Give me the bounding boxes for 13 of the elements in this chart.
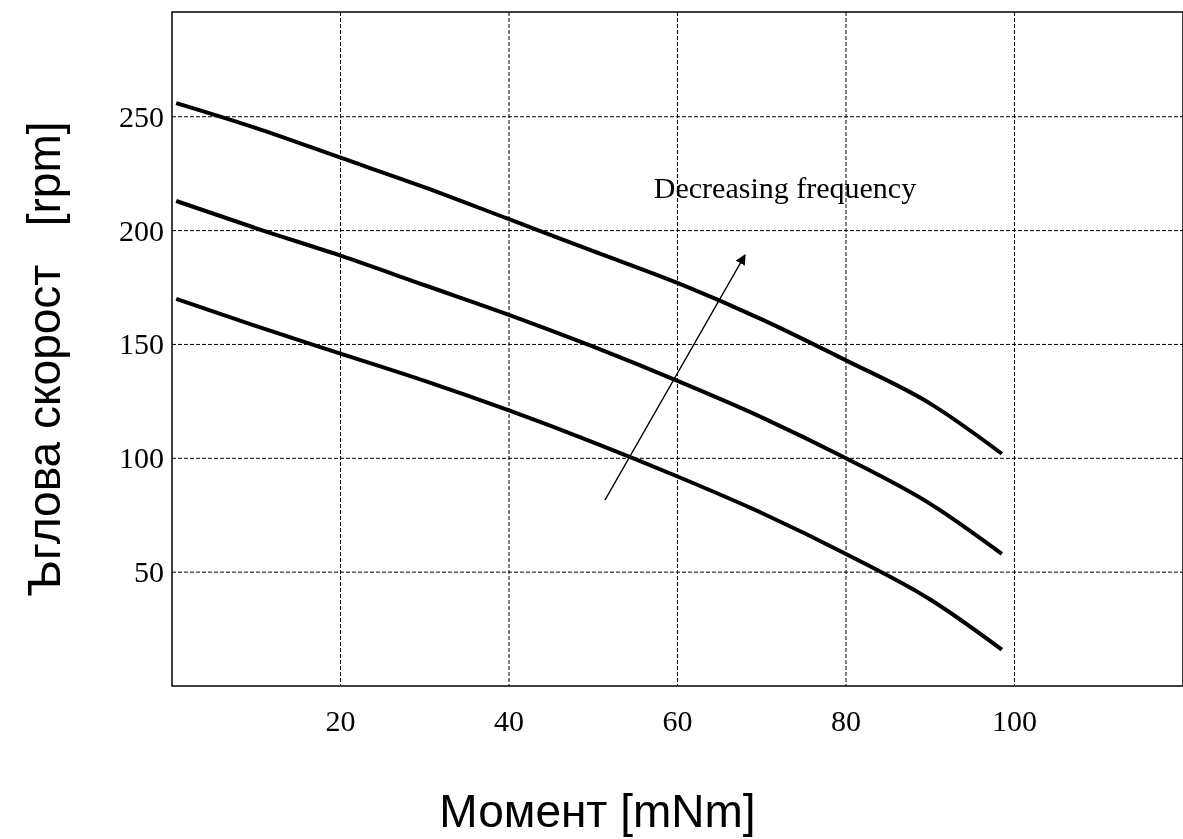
x-tick-label: 40: [494, 704, 524, 737]
y-tick-label: 50: [134, 555, 164, 589]
y-axis-title: Ъглова скорост [rpm]: [18, 121, 70, 597]
y-tick-label: 200: [119, 213, 164, 247]
x-tick-label: 60: [662, 704, 693, 737]
y-tick-label: 250: [119, 99, 164, 133]
x-tick-label: 20: [325, 704, 356, 737]
x-tick-label: 80: [831, 704, 861, 737]
y-tick-label: 150: [119, 327, 164, 361]
x-tick-label: 100: [992, 704, 1037, 737]
y-tick-label: 100: [119, 441, 164, 475]
annotation: Decreasing frequency: [653, 171, 917, 204]
x-axis-title: Момент [mNm]: [439, 785, 756, 837]
